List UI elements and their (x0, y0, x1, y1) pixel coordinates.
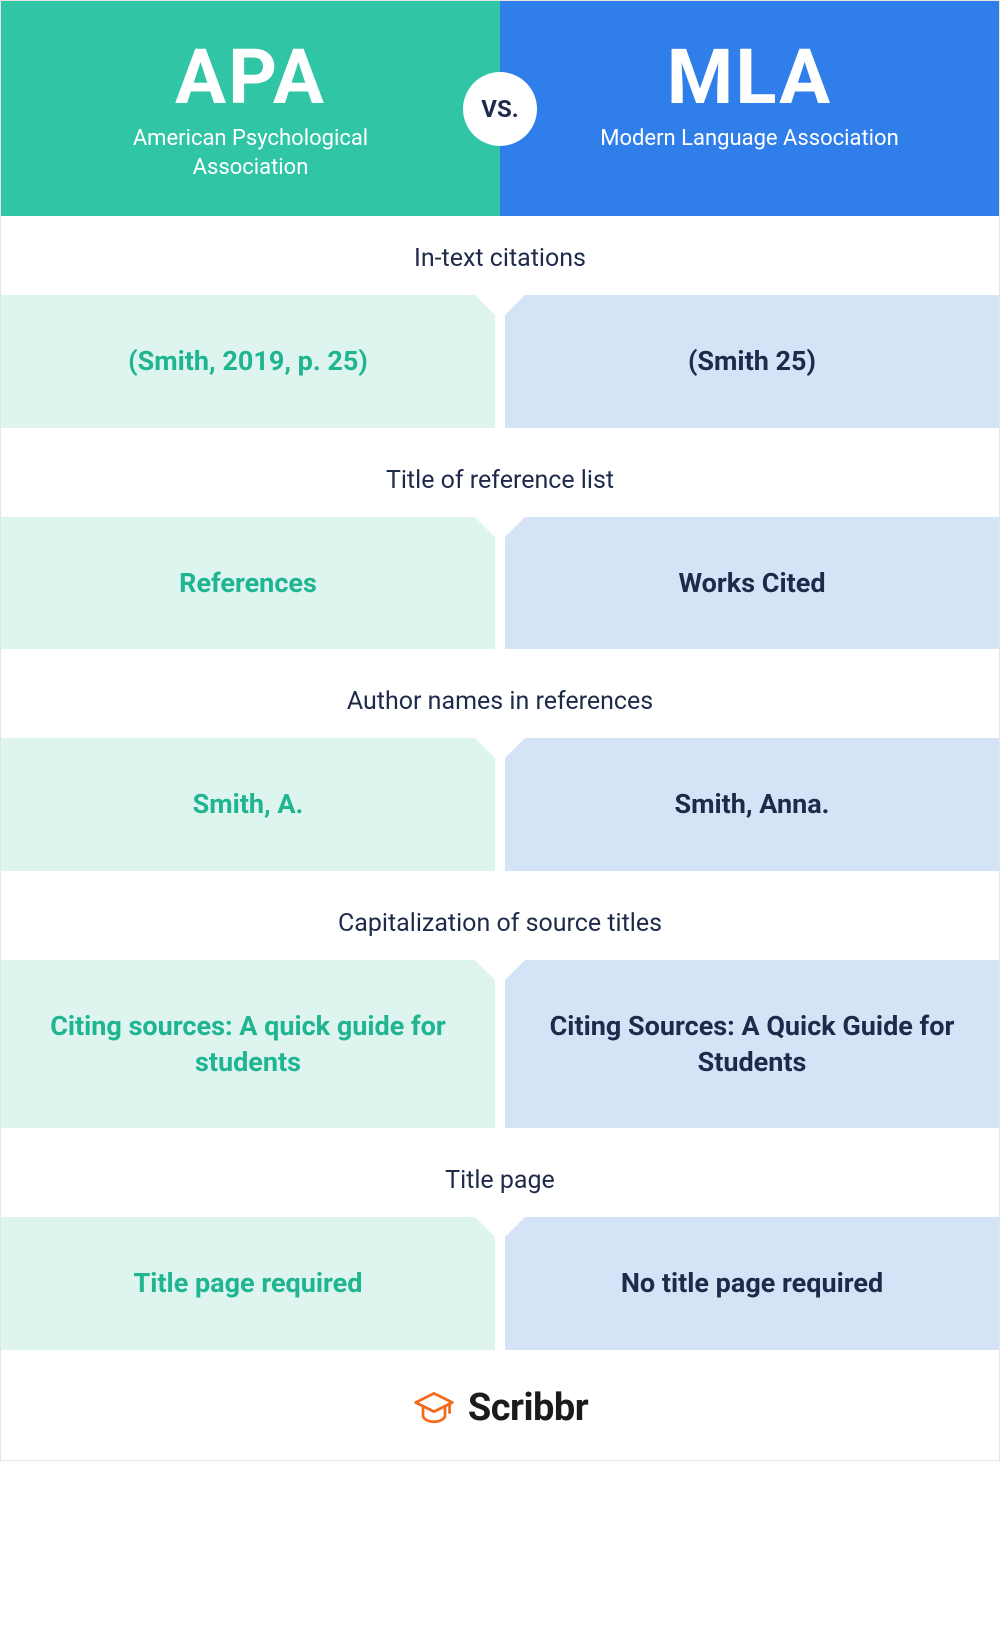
apa-value: Citing sources: A quick guide for studen… (29, 1008, 467, 1081)
comparison-row: Citing sources: A quick guide for studen… (1, 960, 999, 1139)
footer: Scribbr (1, 1360, 999, 1460)
mla-cell: Smith, Anna. (505, 738, 999, 870)
brand-name: Scribbr (468, 1386, 588, 1430)
graduation-cap-icon (412, 1388, 456, 1428)
mla-value: No title page required (621, 1265, 883, 1301)
section-label: Capitalization of source titles (1, 881, 999, 960)
vs-badge: VS. (463, 72, 537, 146)
comparison-row: (Smith, 2019, p. 25) (Smith 25) (1, 295, 999, 437)
apa-value: References (179, 565, 317, 601)
apa-value: Title page required (134, 1265, 363, 1301)
apa-cell: Title page required (1, 1217, 495, 1349)
header: APA American Psychological Association M… (1, 1, 999, 216)
section-label: Title page (1, 1138, 999, 1217)
apa-cell: References (1, 517, 495, 649)
section-label: Title of reference list (1, 438, 999, 517)
header-apa: APA American Psychological Association (1, 1, 500, 216)
apa-value: (Smith, 2019, p. 25) (128, 343, 368, 379)
apa-fullname: American Psychological Association (101, 125, 401, 182)
comparison-row: References Works Cited (1, 517, 999, 659)
apa-value: Smith, A. (193, 786, 304, 822)
section-label: In-text citations (1, 216, 999, 295)
mla-value: (Smith 25) (688, 343, 816, 379)
vs-label: VS. (481, 95, 518, 123)
infographic-container: APA American Psychological Association M… (0, 0, 1000, 1461)
header-mla: MLA Modern Language Association (500, 1, 999, 216)
apa-cell: (Smith, 2019, p. 25) (1, 295, 495, 427)
mla-cell: Citing Sources: A Quick Guide for Studen… (505, 960, 999, 1129)
mla-abbr: MLA (520, 39, 979, 115)
mla-cell: Works Cited (505, 517, 999, 649)
apa-abbr: APA (21, 39, 480, 115)
mla-value: Smith, Anna. (674, 786, 829, 822)
comparison-row: Title page required No title page requir… (1, 1217, 999, 1359)
mla-cell: (Smith 25) (505, 295, 999, 427)
section-label: Author names in references (1, 659, 999, 738)
mla-cell: No title page required (505, 1217, 999, 1349)
mla-fullname: Modern Language Association (600, 125, 900, 154)
apa-cell: Citing sources: A quick guide for studen… (1, 960, 495, 1129)
apa-cell: Smith, A. (1, 738, 495, 870)
mla-value: Works Cited (678, 565, 825, 601)
mla-value: Citing Sources: A Quick Guide for Studen… (533, 1008, 971, 1081)
comparison-row: Smith, A. Smith, Anna. (1, 738, 999, 880)
